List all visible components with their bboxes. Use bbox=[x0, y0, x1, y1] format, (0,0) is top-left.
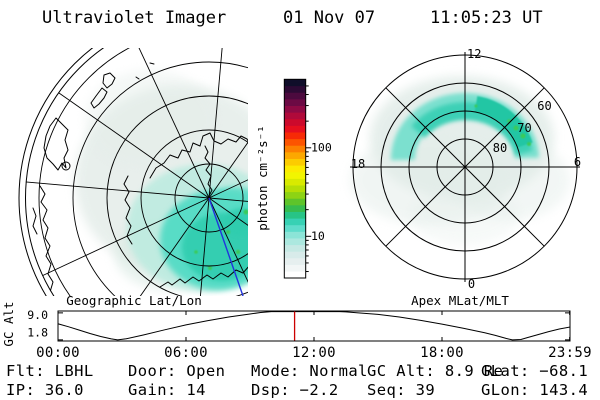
xtick-0000: 00:00 bbox=[36, 345, 80, 361]
right-polar-grid bbox=[350, 52, 580, 282]
telemetry-readout: Flt: LBHL Door: Open Mode: Normal GC Alt… bbox=[6, 362, 588, 399]
title-date: 01 Nov 07 bbox=[283, 8, 375, 28]
ytick-9.0: 9.0 bbox=[27, 308, 48, 322]
mlt-label-6: 6 bbox=[574, 155, 581, 169]
right-aurora-emission bbox=[350, 76, 570, 245]
telemetry-flt: Flt: LBHL bbox=[6, 362, 94, 380]
gc-alt-curve bbox=[58, 311, 570, 341]
right-polar-plot: 12 18 6 0 80 70 60 bbox=[350, 47, 581, 291]
mlt-label-18: 18 bbox=[351, 157, 365, 171]
strip-chart-ticks bbox=[57, 311, 571, 341]
strip-chart-ylabel: GC Alt bbox=[1, 301, 16, 346]
left-polar-plot bbox=[18, 48, 248, 296]
mlt-label-12: 12 bbox=[467, 47, 481, 61]
xtick-0600: 06:00 bbox=[164, 345, 208, 361]
colorbar-steps bbox=[284, 79, 306, 279]
left-latitude-circles bbox=[38, 48, 248, 296]
xtick-2359: 23:59 bbox=[548, 345, 592, 361]
colorbar-units-label: photon cm⁻²s⁻¹ bbox=[255, 125, 270, 230]
colorbar-tick-label-10: 10 bbox=[311, 229, 325, 243]
right-panel-caption: Apex MLat/MLT bbox=[411, 293, 509, 308]
telemetry-door: Door: Open bbox=[128, 362, 225, 380]
xtick-1200: 12:00 bbox=[292, 345, 336, 361]
left-meridian-lines bbox=[25, 48, 248, 296]
gc-alt-strip-chart: 9.0 1.8 GC Alt 00:00 06:00 12:00 18:00 2… bbox=[1, 301, 592, 361]
colorbar: 100 10 photon cm⁻²s⁻¹ bbox=[255, 78, 332, 279]
telemetry-seq: Seq: 39 bbox=[367, 381, 435, 399]
telemetry-glon: GLon: 143.4 bbox=[481, 381, 588, 399]
left-aurora-green-patches bbox=[194, 209, 248, 270]
orbit-track-line bbox=[208, 197, 244, 296]
colorbar-tick-label-100: 100 bbox=[311, 141, 332, 155]
telemetry-gain: Gain: 14 bbox=[128, 381, 206, 399]
mlt-label-0: 0 bbox=[468, 277, 475, 291]
earth-limb-arcs bbox=[18, 48, 105, 296]
mlat-ring-label-70: 70 bbox=[517, 121, 531, 135]
telemetry-gcalt: GC Alt: 8.9 Re bbox=[367, 362, 503, 380]
telemetry-ip: IP: 36.0 bbox=[6, 381, 84, 399]
left-panel-caption: Geographic Lat/Lon bbox=[66, 293, 201, 308]
telemetry-dsp: Dsp: −2.2 bbox=[251, 381, 339, 399]
ytick-1.8: 1.8 bbox=[27, 326, 48, 340]
mlat-ring-label-60: 60 bbox=[537, 99, 551, 113]
colorbar-ticks bbox=[305, 85, 312, 273]
title-instrument: Ultraviolet Imager bbox=[42, 8, 226, 28]
mlat-ring-label-80: 80 bbox=[493, 141, 507, 155]
telemetry-mode: Mode: Normal bbox=[251, 362, 368, 380]
telemetry-glat: GLat: −68.1 bbox=[481, 362, 588, 380]
xtick-1800: 18:00 bbox=[420, 345, 464, 361]
title-time: 11:05:23 UT bbox=[430, 8, 543, 28]
